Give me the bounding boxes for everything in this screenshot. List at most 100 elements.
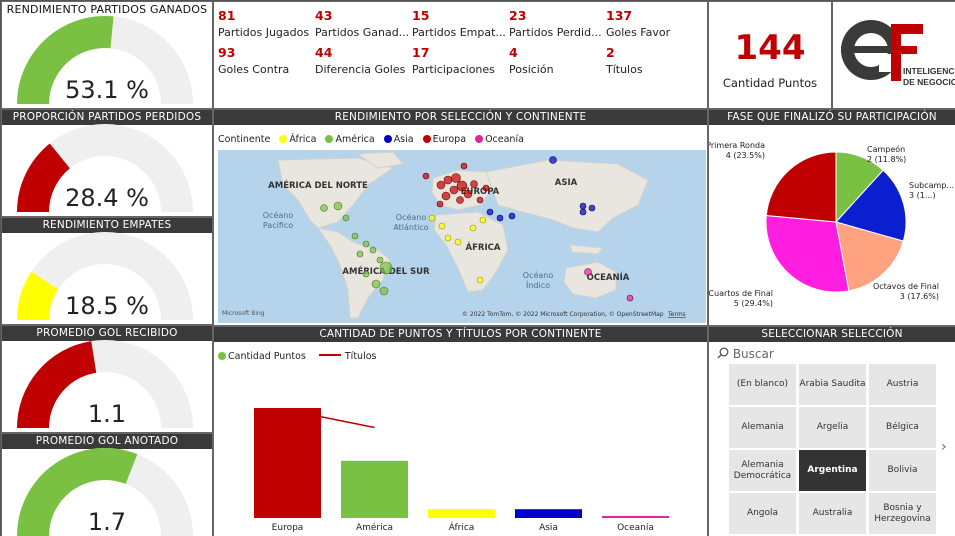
pie-slice: [835, 169, 907, 242]
pie-label-name: Octavos de Final: [873, 282, 939, 291]
legend-dot: [383, 135, 392, 143]
gauge-chart: [17, 124, 193, 212]
legend-europe[interactable]: Europa: [432, 134, 467, 145]
legend-asia[interactable]: Asia: [393, 134, 414, 145]
bubble: [376, 256, 384, 264]
legend-points[interactable]: Cantidad Puntos: [228, 351, 306, 362]
pie-slice: [835, 221, 904, 292]
pie-label-value: 3 (17.6%): [900, 292, 939, 301]
combo-title: CANTIDAD DE PUNTOS Y TÍTULOS POR CONTINE…: [214, 327, 707, 342]
pie-slice: [765, 214, 850, 293]
land-australia: [563, 261, 617, 299]
legend-line-icon: [318, 354, 341, 356]
gauge-value: 18.5 %: [65, 292, 149, 320]
titles-line: [287, 409, 375, 429]
kpi-matches-lost: 23 Partidos Perdid...: [509, 8, 602, 39]
legend-oceania[interactable]: Oceanía: [485, 134, 524, 145]
bubble: [470, 180, 478, 188]
gauge-fill: [17, 143, 70, 212]
slicer-tile[interactable]: Bosnia y Herzegovina: [869, 493, 936, 534]
slicer-tile[interactable]: Bolivia: [869, 450, 936, 491]
map-terms-link[interactable]: Terms: [667, 311, 686, 318]
pie-title: FASE QUE FINALIZÓ SU PARTICIPACIÓN: [709, 110, 955, 125]
gauge-track: [17, 232, 193, 320]
slicer-tile[interactable]: Alemania: [729, 407, 796, 448]
slicer-tile[interactable]: Argelia: [799, 407, 866, 448]
land-greenland: [356, 151, 404, 169]
bubble: [508, 212, 516, 220]
logo-text-2: DE NEGOCIOS: [903, 77, 955, 87]
map-copyright: © 2022 TomTom, © 2022 Microsoft Corporat…: [462, 311, 664, 318]
bubble: [436, 180, 446, 190]
company-logo: INTELIGENCIA DE NEGOCIOS: [841, 20, 955, 87]
bubble: [486, 208, 494, 216]
bubble: [428, 214, 436, 222]
logo-panel: INTELIGENCIA DE NEGOCIOS: [832, 1, 955, 109]
slicer-tile[interactable]: Argentina: [799, 450, 866, 491]
map-legend: Continente África América Asia Europa Oc…: [218, 134, 524, 145]
pie-label-value: 3 (1...): [909, 191, 936, 200]
kpi-participations: 17 Participaciones: [412, 45, 495, 76]
bubble: [422, 172, 430, 180]
combo-chart[interactable]: Europa América África Asia Oceanía: [214, 365, 707, 535]
bubble: [362, 240, 370, 248]
bubble: [369, 246, 377, 254]
bar-category-label: Asia: [539, 523, 558, 533]
gauge-fill: [17, 448, 138, 536]
kpi-position: 4 Posición: [509, 45, 554, 76]
bubble: [320, 204, 328, 212]
bubble: [449, 185, 459, 195]
gauge-value: 28.4 %: [65, 184, 149, 212]
bubble: [588, 204, 596, 212]
gauge-title: RENDIMIENTO PARTIDOS GANADOS: [6, 3, 208, 16]
pie-label-value: 5 (29.4%): [734, 299, 773, 308]
legend-america[interactable]: América: [335, 134, 375, 145]
bubble: [584, 268, 592, 276]
gauge-chart: [17, 340, 193, 428]
kpi-matches-played: 81 Partidos Jugados: [218, 8, 310, 39]
label-oceania: OCEANÍA: [587, 271, 630, 283]
world-map[interactable]: AMÉRICA DEL NORTE AMÉRICA DEL SUR EUROPA…: [218, 150, 706, 323]
logo-f-top: [891, 24, 923, 34]
pie-label-name: Campeón: [867, 144, 905, 154]
legend-title: Continente: [218, 134, 271, 145]
land-africa: [433, 211, 509, 293]
gauge-chart: [17, 232, 193, 320]
gauge-panel-won: RENDIMIENTO PARTIDOS GANADOS 53.1 %: [1, 1, 213, 109]
land-indonesia: [569, 244, 604, 255]
gauge-fill: [17, 341, 97, 428]
kpi-panel: 81 Partidos Jugados 43 Partidos Ganad... 1…: [213, 1, 708, 109]
slicer-tile[interactable]: Bélgica: [869, 407, 936, 448]
bar: [341, 460, 408, 518]
bar-category-label: América: [356, 522, 393, 533]
slicer-tile[interactable]: Australia: [799, 493, 866, 534]
bar-category-label: Europa: [272, 523, 304, 533]
legend-africa[interactable]: África: [289, 134, 317, 145]
kpi-goal-difference: 44 Diferencia Goles: [315, 45, 406, 76]
bubble: [379, 261, 393, 275]
label-north-america: AMÉRICA DEL NORTE: [268, 179, 368, 191]
bubble: [451, 173, 461, 183]
slicer-tile[interactable]: Austria: [869, 364, 936, 405]
logo-text-1: INTELIGENCIA: [903, 66, 955, 76]
slicer-tile[interactable]: Arabia Saudita: [799, 364, 866, 405]
slicer-tile[interactable]: Alemania Democrática: [729, 450, 796, 491]
legend-dot: [218, 352, 226, 360]
kpi-matches-won: 43 Partidos Ganad...: [315, 8, 410, 39]
legend-dot: [475, 135, 484, 143]
bubble: [460, 162, 468, 170]
points-card: 144 Cantidad Puntos: [708, 1, 832, 109]
kpi-matches-drawn: 15 Partidos Empat...: [412, 8, 506, 39]
slicer-search[interactable]: Buscar: [717, 347, 937, 365]
legend-titles[interactable]: Títulos: [344, 351, 377, 362]
slicer-tile[interactable]: (En blanco): [729, 364, 796, 405]
label-europe: EUROPA: [461, 187, 500, 197]
bubble: [379, 286, 389, 296]
legend-dot: [422, 135, 431, 143]
pie-label-name: Subcamp...: [909, 181, 954, 190]
gauge-panel-goals-received: PROMEDIO GOL RECIBIDO 1.1: [1, 325, 213, 433]
bubble: [436, 200, 444, 208]
chevron-right-icon[interactable]: ›: [941, 439, 947, 455]
slicer-tile[interactable]: Angola: [729, 493, 796, 534]
